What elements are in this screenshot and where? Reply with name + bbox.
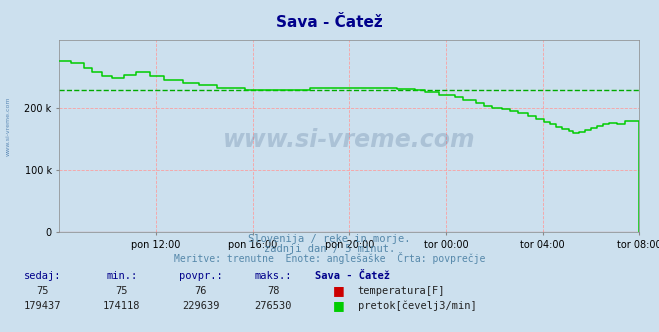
Text: 179437: 179437	[24, 301, 61, 311]
Text: Meritve: trenutne  Enote: anglešaške  Črta: povprečje: Meritve: trenutne Enote: anglešaške Črta…	[174, 252, 485, 264]
Text: 75: 75	[116, 286, 128, 296]
Text: pretok[čevelj3/min]: pretok[čevelj3/min]	[358, 300, 476, 311]
Text: Sava - Čatež: Sava - Čatež	[315, 271, 390, 281]
Text: temperatura[F]: temperatura[F]	[358, 286, 445, 296]
Text: 76: 76	[195, 286, 207, 296]
Text: 174118: 174118	[103, 301, 140, 311]
Text: 276530: 276530	[255, 301, 292, 311]
Text: povpr.:: povpr.:	[179, 271, 223, 281]
Text: www.si-vreme.com: www.si-vreme.com	[223, 128, 476, 152]
Text: maks.:: maks.:	[255, 271, 292, 281]
Text: sedaj:: sedaj:	[24, 271, 61, 281]
Text: Slovenija / reke in morje.: Slovenija / reke in morje.	[248, 234, 411, 244]
Text: zadnji dan / 5 minut.: zadnji dan / 5 minut.	[264, 244, 395, 254]
Text: ■: ■	[333, 284, 345, 297]
Text: Sava - Čatež: Sava - Čatež	[276, 15, 383, 30]
Text: 75: 75	[37, 286, 49, 296]
Text: www.si-vreme.com: www.si-vreme.com	[5, 96, 11, 156]
Text: min.:: min.:	[106, 271, 138, 281]
Text: 229639: 229639	[183, 301, 219, 311]
Text: ■: ■	[333, 299, 345, 312]
Text: 78: 78	[268, 286, 279, 296]
